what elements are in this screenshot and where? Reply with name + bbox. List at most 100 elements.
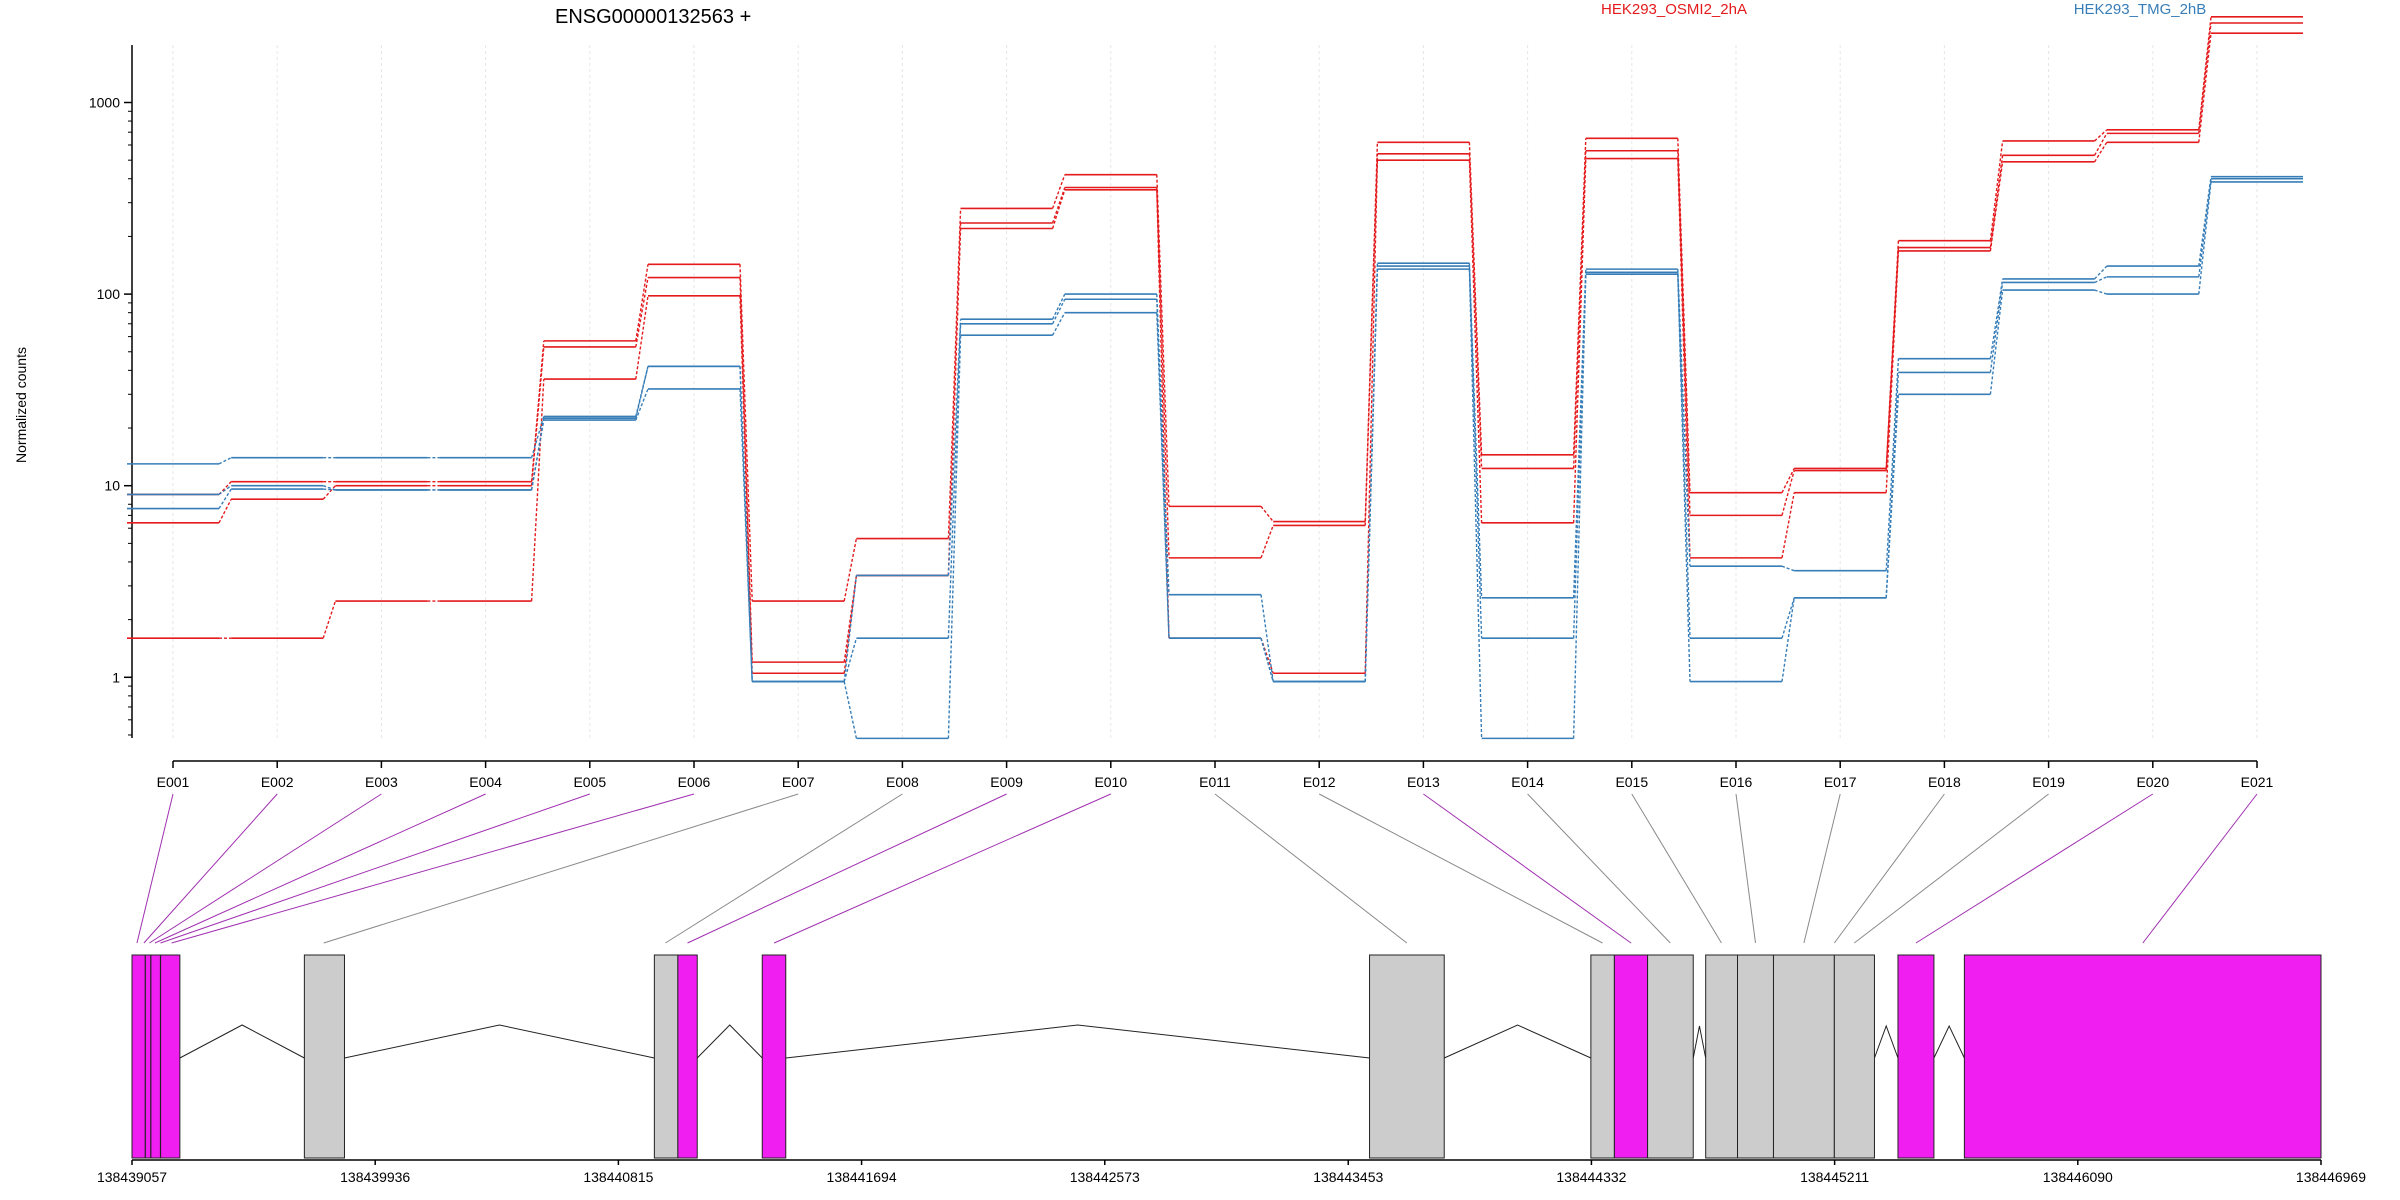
intron-line [1873, 1024, 1899, 1059]
series-connector [1051, 174, 1066, 209]
series-connector [1781, 492, 1795, 559]
series-connector [1468, 269, 1483, 739]
y-tick-label: 1000 [89, 95, 120, 111]
series-connector [2094, 265, 2108, 280]
vertical-gridlines [172, 45, 2258, 740]
series-connector [1156, 299, 1170, 639]
series-connector [635, 277, 649, 348]
exon [1833, 954, 1875, 1159]
intron-line [1692, 1025, 1707, 1059]
exon-link-E020 [1915, 793, 2154, 944]
series-connector [1781, 470, 1795, 516]
x-tick-label: E012 [1303, 774, 1336, 790]
x-tick-label: E001 [157, 774, 190, 790]
series-connector [1885, 250, 1900, 493]
x-tick-label: E017 [1824, 774, 1857, 790]
series-connector [2094, 129, 2108, 142]
genomic-tick-label: 138439057 [97, 1169, 167, 1185]
exon-link-E001 [136, 793, 174, 944]
series-connector [947, 228, 962, 576]
series-connector [635, 295, 649, 380]
exon-highlighted [1897, 954, 1935, 1159]
series-connector [2198, 181, 2212, 295]
series-connector [1781, 468, 1795, 493]
exon-highlighted [131, 954, 181, 1159]
x-tick-label: E010 [1094, 774, 1127, 790]
x-tick-label: E007 [782, 774, 815, 790]
series-connector [1364, 160, 1379, 674]
x-tick-label: E013 [1407, 774, 1440, 790]
genomic-coordinate-axis: 138439057 138439936 138440815 138441694 1384… [97, 1159, 2366, 1185]
exon-link-E006 [171, 793, 695, 944]
exon-link-E010 [773, 793, 1112, 944]
series-connector [1989, 278, 2004, 359]
series-connector [1051, 298, 1066, 325]
series-connector [323, 488, 336, 491]
x-tick-label: E003 [365, 774, 398, 790]
y-axis: 1 10 100 1000 [89, 45, 133, 738]
x-tick-label: E011 [1199, 774, 1231, 790]
exon-link-E013 [1423, 793, 1632, 944]
exon [1705, 954, 1739, 1159]
series-connector [218, 488, 232, 509]
exon-highlighted [761, 954, 787, 1159]
genomic-tick-label: 138443453 [1313, 1169, 1383, 1185]
exon [1369, 954, 1445, 1159]
series-connector [1989, 140, 2004, 241]
series-connector [1781, 597, 1795, 639]
series-connector [1781, 597, 1795, 682]
x-tick-label: E008 [886, 774, 919, 790]
series-connector [635, 388, 649, 421]
series-6 [127, 181, 2303, 740]
series-connector [530, 419, 545, 491]
series-connector [2198, 33, 2212, 143]
series-connector [530, 416, 545, 458]
series-connector [1677, 269, 1691, 567]
series-connector [1572, 158, 1587, 523]
series-connector [635, 366, 649, 419]
series-connector [843, 638, 858, 682]
exon-link-E015 [1631, 793, 1722, 944]
series-connector [1468, 160, 1483, 523]
series-connector [1572, 274, 1587, 739]
series-connector [1051, 189, 1066, 229]
series-connector [1677, 272, 1691, 639]
series-connector [2198, 22, 2212, 134]
legend-entry-tmg: HEK293_TMG_2hB [2074, 1, 2207, 18]
gene-model [131, 954, 2322, 1159]
series-connector [739, 295, 753, 674]
series-connector [843, 681, 858, 739]
exon-link-E014 [1527, 793, 1671, 944]
exon-link-E018 [1833, 793, 1945, 944]
series-connector [322, 485, 336, 500]
genomic-tick-label: 138446969 [2296, 1169, 2366, 1185]
x-tick-label: E020 [2136, 774, 2169, 790]
series-connector [1260, 525, 1274, 559]
series-connector [1677, 150, 1691, 516]
exon [1590, 954, 1615, 1159]
series-connector [739, 388, 753, 682]
series-connector [2094, 276, 2108, 284]
series-connector [1885, 247, 1900, 471]
series-connector [218, 457, 232, 465]
series-connector [1260, 505, 1274, 522]
exon-link-E003 [149, 793, 382, 944]
series-connector [1989, 155, 2004, 248]
series-connector [1677, 138, 1691, 493]
x-tick-label: E009 [990, 774, 1023, 790]
series-connector [2094, 141, 2108, 163]
series-connector [2093, 133, 2108, 156]
series-connector [947, 335, 962, 739]
series-connector [1051, 312, 1066, 336]
series-connector [1989, 282, 2004, 373]
series-connector [530, 346, 545, 486]
y-tick-label: 100 [97, 286, 121, 302]
intron-line [179, 1024, 305, 1059]
exon-link-E011 [1214, 793, 1408, 944]
series-connector [1468, 266, 1483, 639]
y-tick-label: 1 [112, 669, 120, 685]
series-connector [739, 277, 753, 663]
intron-line [785, 1024, 1370, 1059]
exon-highlighted [1963, 954, 2322, 1159]
